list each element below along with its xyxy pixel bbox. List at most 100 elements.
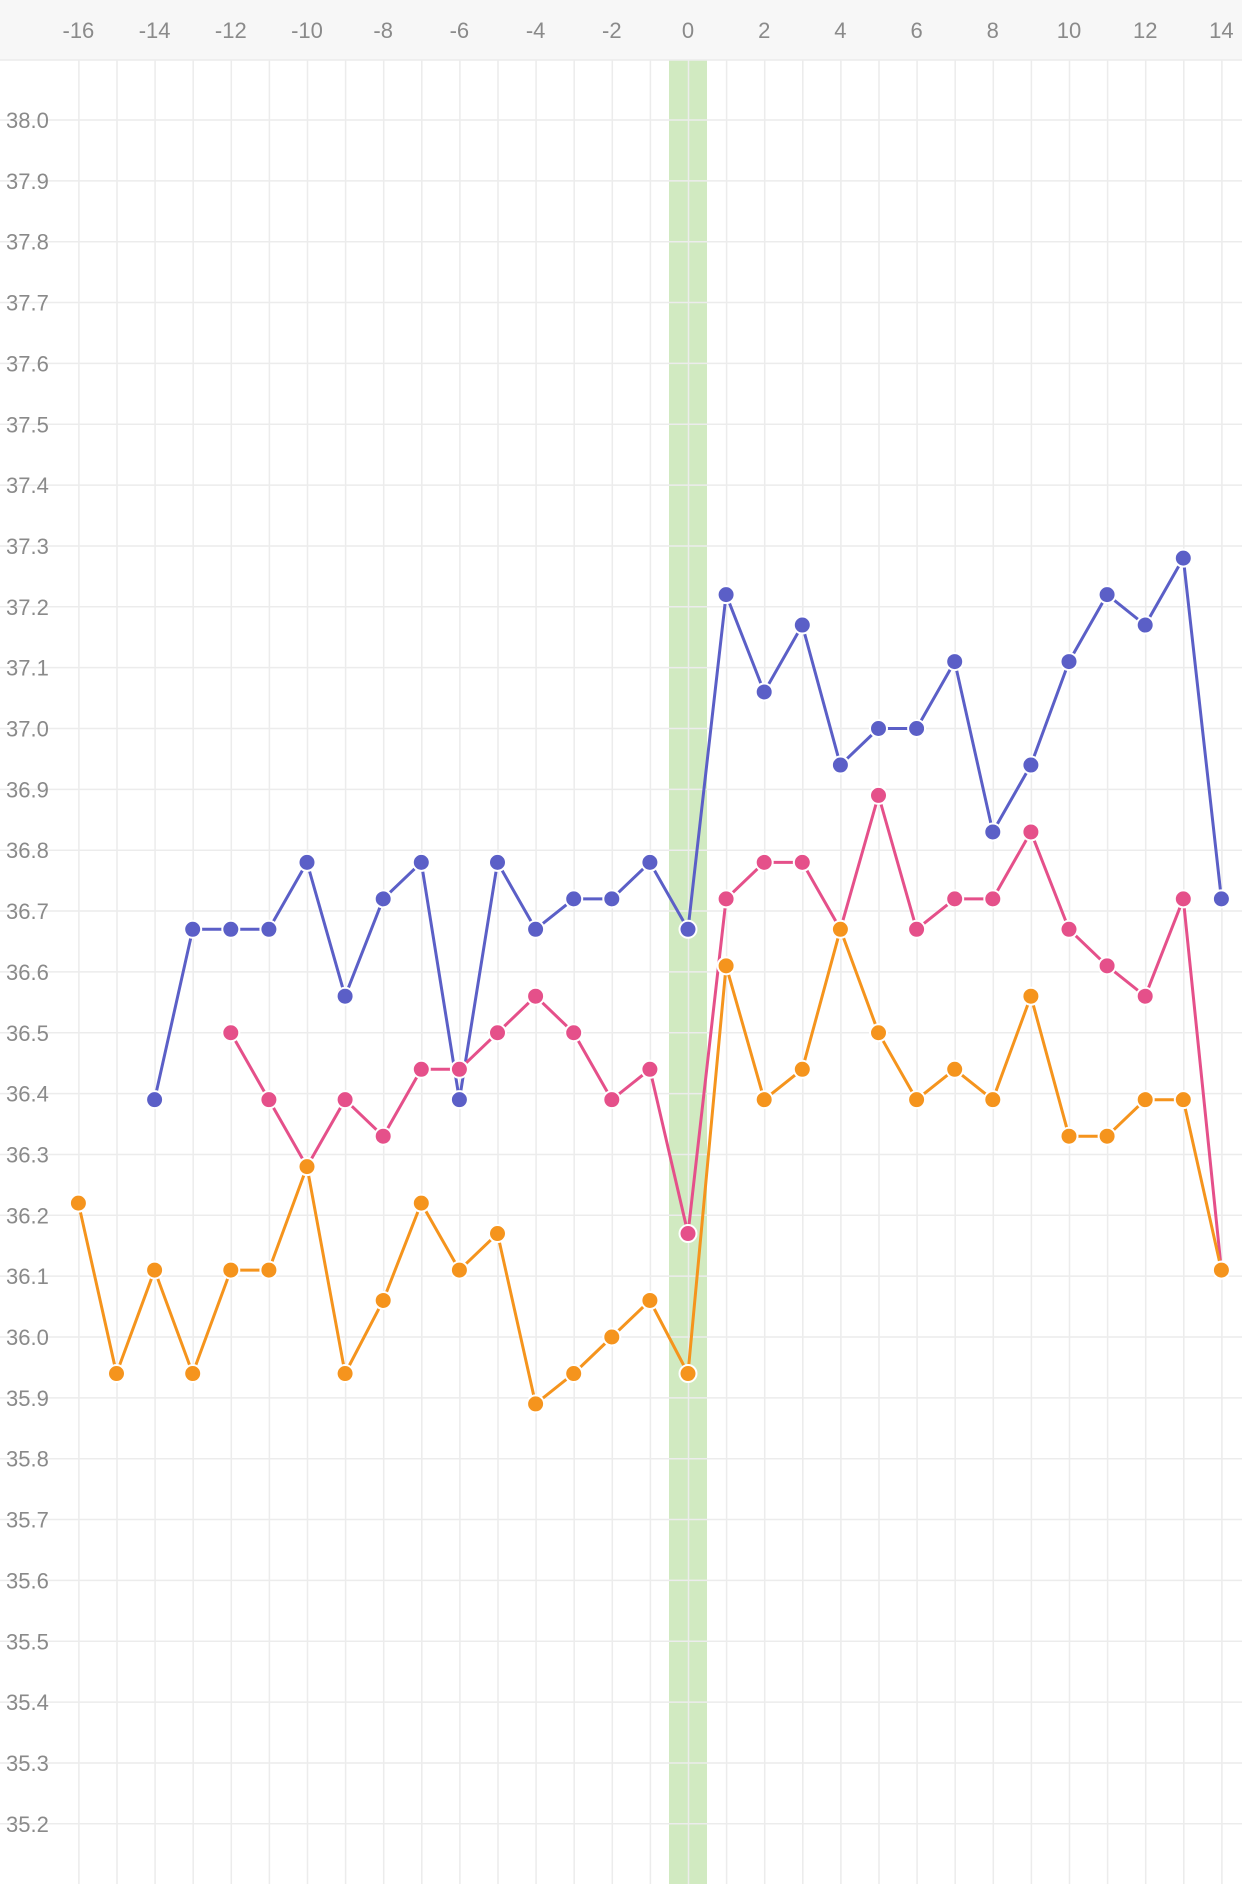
y-tick-label: 38.0 bbox=[6, 108, 49, 133]
y-tick-label: 35.5 bbox=[6, 1629, 49, 1654]
data-point bbox=[602, 1090, 622, 1110]
data-point bbox=[526, 919, 546, 939]
data-point bbox=[640, 1290, 660, 1310]
y-tick-label: 37.8 bbox=[6, 230, 49, 255]
gridlines bbox=[0, 60, 1242, 1884]
data-point bbox=[411, 1059, 431, 1079]
data-point bbox=[1211, 889, 1231, 909]
data-point bbox=[183, 919, 203, 939]
data-point bbox=[907, 919, 927, 939]
data-point bbox=[373, 1290, 393, 1310]
data-point bbox=[907, 719, 927, 738]
data-point bbox=[1097, 956, 1117, 976]
data-point bbox=[678, 1364, 698, 1384]
x-axis-header-background bbox=[0, 0, 1242, 60]
y-tick-label: 36.1 bbox=[6, 1264, 49, 1289]
data-point bbox=[145, 1260, 165, 1280]
data-point bbox=[449, 1260, 469, 1280]
x-tick-label: 0 bbox=[682, 18, 694, 43]
data-point bbox=[945, 1059, 965, 1079]
y-tick-label: 37.6 bbox=[6, 351, 49, 376]
y-tick-label: 35.8 bbox=[6, 1447, 49, 1472]
data-point bbox=[373, 889, 393, 909]
data-point bbox=[1097, 585, 1117, 605]
y-tick-label: 37.5 bbox=[6, 412, 49, 437]
data-point bbox=[564, 1364, 584, 1384]
y-tick-label: 36.3 bbox=[6, 1142, 49, 1167]
y-tick-label: 36.2 bbox=[6, 1203, 49, 1228]
x-tick-label: 12 bbox=[1133, 18, 1157, 43]
data-point bbox=[1173, 548, 1193, 568]
data-point bbox=[1211, 1260, 1231, 1280]
data-point bbox=[945, 889, 965, 909]
y-tick-label: 36.4 bbox=[6, 1082, 49, 1107]
data-point bbox=[640, 852, 660, 872]
x-tick-label: 6 bbox=[910, 18, 922, 43]
y-tick-label: 37.9 bbox=[6, 169, 49, 194]
data-point bbox=[259, 919, 279, 939]
x-tick-label: 8 bbox=[987, 18, 999, 43]
data-point bbox=[564, 1023, 584, 1043]
data-point bbox=[335, 1090, 355, 1110]
data-point bbox=[1173, 889, 1193, 909]
y-tick-label: 35.3 bbox=[6, 1751, 49, 1776]
y-tick-label: 35.2 bbox=[6, 1812, 49, 1837]
data-point bbox=[602, 1327, 622, 1347]
data-point bbox=[678, 919, 698, 939]
series-layer bbox=[68, 548, 1231, 1414]
data-point bbox=[792, 615, 812, 635]
data-point bbox=[716, 585, 736, 605]
data-point bbox=[488, 1023, 507, 1043]
y-tick-label: 35.4 bbox=[6, 1690, 49, 1715]
data-point bbox=[221, 919, 241, 939]
data-point bbox=[754, 852, 774, 872]
data-point bbox=[1021, 822, 1041, 842]
data-point bbox=[678, 1224, 698, 1244]
y-tick-label: 37.2 bbox=[6, 595, 49, 620]
y-tick-label: 35.6 bbox=[6, 1568, 49, 1593]
data-point bbox=[602, 889, 622, 909]
x-tick-label: -10 bbox=[291, 18, 323, 43]
x-tick-label: -2 bbox=[602, 18, 622, 43]
data-point bbox=[983, 889, 1003, 909]
data-point bbox=[792, 852, 812, 872]
x-tick-label: -12 bbox=[215, 18, 247, 43]
series-0 bbox=[145, 548, 1231, 1110]
data-point bbox=[1059, 1126, 1079, 1146]
y-tick-label: 36.5 bbox=[6, 1021, 49, 1046]
y-tick-label: 36.9 bbox=[6, 777, 49, 802]
y-tick-label: 36.6 bbox=[6, 960, 49, 985]
data-point bbox=[221, 1023, 241, 1043]
data-point bbox=[830, 755, 850, 775]
series-2 bbox=[68, 919, 1231, 1414]
x-tick-label: 14 bbox=[1209, 18, 1233, 43]
data-point bbox=[792, 1059, 812, 1079]
x-axis-header: -16 -14 -12 -10 -8 -6 -4 -2 0 2 4 6 8 10 12 14 bbox=[0, 0, 1242, 61]
data-point bbox=[259, 1090, 279, 1110]
x-tick-label: -8 bbox=[373, 18, 393, 43]
y-tick-label: 35.9 bbox=[6, 1386, 49, 1411]
data-point bbox=[716, 889, 736, 909]
data-point bbox=[945, 652, 965, 672]
data-point bbox=[68, 1193, 88, 1213]
data-point bbox=[1135, 615, 1155, 635]
data-point bbox=[373, 1126, 393, 1146]
x-tick-label: -4 bbox=[526, 18, 546, 43]
data-point bbox=[869, 719, 888, 738]
y-tick-label: 37.0 bbox=[6, 717, 49, 742]
data-point bbox=[1021, 755, 1041, 775]
y-tick-label: 37.7 bbox=[6, 291, 49, 316]
y-tick-label: 36.8 bbox=[6, 838, 49, 863]
data-point bbox=[1173, 1090, 1193, 1110]
x-tick-label: 2 bbox=[758, 18, 770, 43]
data-point bbox=[1097, 1126, 1117, 1146]
x-tick-label: -16 bbox=[63, 18, 95, 43]
data-point bbox=[716, 956, 736, 976]
x-tick-label: 10 bbox=[1057, 18, 1081, 43]
data-point bbox=[183, 1364, 203, 1384]
data-point bbox=[869, 785, 888, 805]
y-tick-label: 36.0 bbox=[6, 1325, 49, 1350]
data-point bbox=[449, 1059, 469, 1079]
data-point bbox=[221, 1260, 241, 1280]
